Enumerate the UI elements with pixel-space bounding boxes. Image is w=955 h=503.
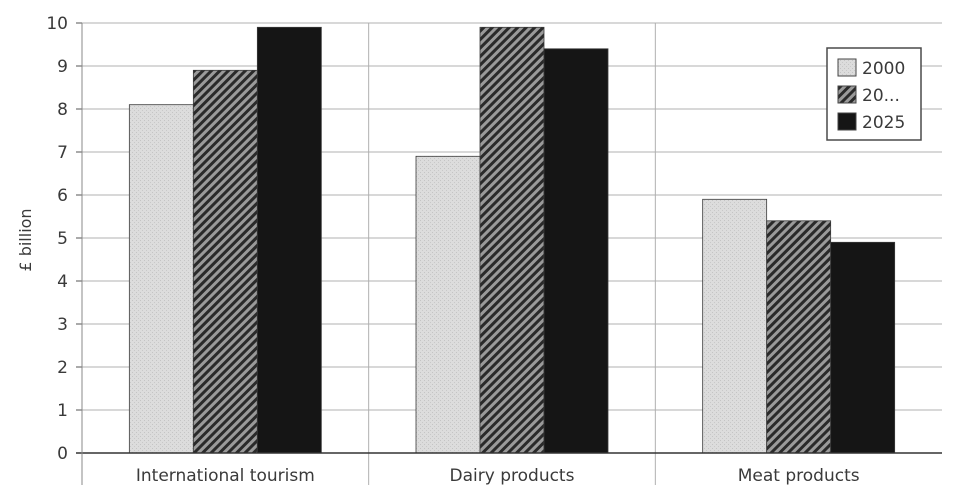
x-category-label-1: Dairy products (450, 466, 575, 486)
legend-swatch-2000 (837, 58, 857, 77)
y-tick-label-4: 4 (57, 272, 68, 292)
legend-label-2025: 2025 (862, 113, 905, 133)
bar-meat-products-series-1 (766, 220, 832, 454)
y-tick-label-10: 10 (46, 14, 68, 34)
y-tick-label-8: 8 (57, 100, 68, 120)
legend: 2000 20... 2025 (826, 47, 922, 141)
y-tick-label-5: 5 (57, 229, 68, 249)
legend-swatch-20 (837, 85, 857, 104)
x-category-label-0: International tourism (136, 466, 315, 486)
bar-dairy-products-series-2 (543, 48, 609, 454)
bar-international-tourism-series-1 (192, 69, 258, 454)
bar-international-tourism-series-0 (128, 104, 194, 454)
y-tick-label-9: 9 (57, 57, 68, 77)
bar-international-tourism-series-2 (256, 26, 322, 454)
y-tick-label-3: 3 (57, 315, 68, 335)
y-tick-label-6: 6 (57, 186, 68, 206)
legend-swatch-2025 (837, 112, 857, 131)
x-category-label-2: Meat products (738, 466, 860, 486)
y-tick-label-2: 2 (57, 358, 68, 378)
bar-meat-products-series-0 (702, 198, 768, 454)
y-tick-label-1: 1 (57, 401, 68, 421)
bar-dairy-products-series-1 (479, 26, 545, 454)
bar-dairy-products-series-0 (415, 155, 481, 454)
bar-meat-products-series-2 (830, 241, 896, 454)
y-tick-label-7: 7 (57, 143, 68, 163)
axes: 0 1 2 3 4 5 6 7 8 9 10 International tourism Dairy p… (46, 14, 942, 486)
bars (128, 26, 896, 454)
legend-label-2000: 2000 (862, 59, 905, 79)
y-axis-title: £ billion (16, 208, 35, 271)
legend-label-20: 20... (862, 86, 900, 106)
y-tick-label-0: 0 (57, 444, 68, 464)
